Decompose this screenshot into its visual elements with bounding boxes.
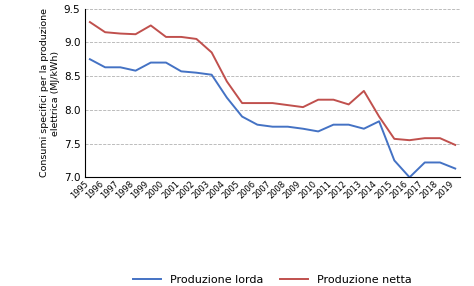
Produzione netta: [315, 98, 321, 102]
Produzione lorda: [270, 125, 275, 128]
Produzione lorda: [239, 115, 245, 118]
Produzione netta: [87, 20, 93, 24]
Produzione netta: [422, 136, 428, 140]
Produzione lorda: [346, 123, 352, 126]
Produzione netta: [118, 32, 123, 35]
Produzione netta: [376, 115, 382, 118]
Produzione lorda: [300, 127, 306, 130]
Produzione netta: [437, 136, 443, 140]
Legend: Produzione lorda, Produzione netta: Produzione lorda, Produzione netta: [129, 271, 416, 286]
Produzione lorda: [407, 176, 412, 179]
Produzione lorda: [178, 69, 184, 73]
Produzione lorda: [193, 71, 199, 74]
Produzione lorda: [315, 130, 321, 133]
Produzione lorda: [255, 123, 260, 126]
Produzione netta: [224, 80, 230, 83]
Produzione netta: [346, 103, 352, 106]
Produzione netta: [255, 101, 260, 105]
Produzione lorda: [163, 61, 169, 64]
Produzione netta: [193, 37, 199, 41]
Produzione lorda: [118, 65, 123, 69]
Produzione netta: [209, 51, 215, 54]
Produzione netta: [330, 98, 336, 102]
Y-axis label: Consumi specifici per la produzione
elettrica (MJ/kWh): Consumi specifici per la produzione elet…: [40, 9, 60, 177]
Produzione lorda: [224, 96, 230, 100]
Produzione lorda: [361, 127, 367, 130]
Produzione netta: [163, 35, 169, 39]
Produzione lorda: [452, 167, 458, 170]
Produzione netta: [133, 33, 138, 36]
Produzione lorda: [422, 161, 428, 164]
Line: Produzione netta: Produzione netta: [90, 22, 455, 145]
Produzione netta: [148, 24, 154, 27]
Produzione lorda: [133, 69, 138, 72]
Produzione lorda: [392, 159, 397, 162]
Produzione lorda: [87, 57, 93, 61]
Produzione lorda: [148, 61, 154, 64]
Produzione netta: [452, 143, 458, 147]
Produzione netta: [407, 138, 412, 142]
Produzione netta: [178, 35, 184, 39]
Produzione netta: [361, 89, 367, 93]
Produzione lorda: [285, 125, 291, 128]
Produzione netta: [270, 101, 275, 105]
Produzione lorda: [102, 65, 108, 69]
Produzione lorda: [376, 120, 382, 123]
Produzione lorda: [437, 161, 443, 164]
Produzione netta: [285, 103, 291, 107]
Produzione netta: [239, 101, 245, 105]
Produzione netta: [392, 137, 397, 140]
Produzione netta: [300, 106, 306, 109]
Produzione netta: [102, 31, 108, 34]
Produzione lorda: [330, 123, 336, 126]
Produzione lorda: [209, 73, 215, 76]
Line: Produzione lorda: Produzione lorda: [90, 59, 455, 177]
